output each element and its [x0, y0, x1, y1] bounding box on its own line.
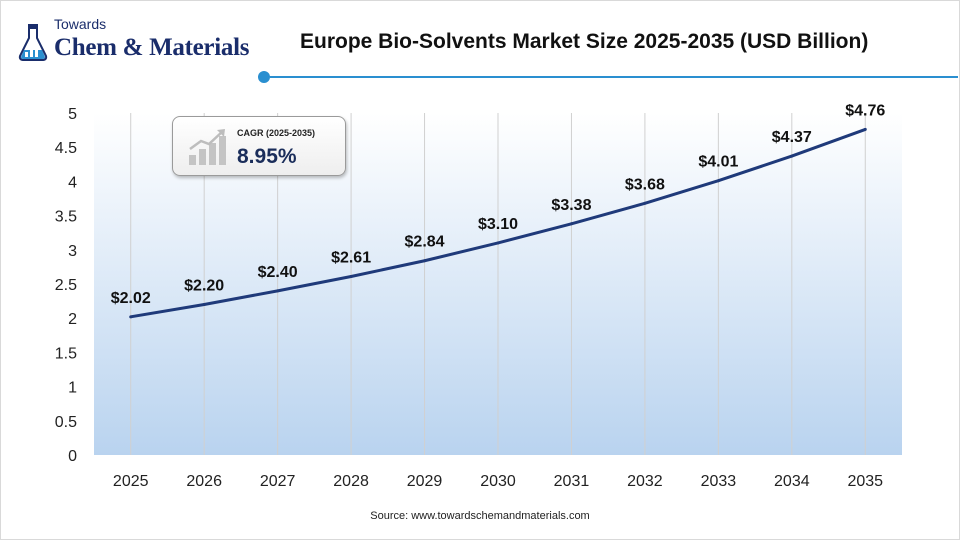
growth-bars-icon — [189, 129, 226, 165]
title-rule-dot — [258, 71, 270, 83]
y-tick-label: 5 — [68, 106, 77, 123]
x-tick-label: 2025 — [113, 473, 149, 490]
logo: Towards Chem & Materials — [16, 14, 256, 66]
data-label: $3.10 — [478, 216, 518, 233]
y-tick-label: 1.5 — [55, 345, 77, 362]
x-tick-label: 2034 — [774, 473, 810, 490]
cagr-label: CAGR (2025-2035) — [237, 128, 316, 138]
cagr-box: CAGR (2025-2035) 8.95% — [172, 116, 346, 176]
data-point — [716, 179, 720, 183]
cagr-value: 8.95% — [237, 145, 297, 168]
data-label: $3.68 — [625, 176, 665, 193]
data-label: $4.01 — [698, 154, 738, 171]
x-tick-label: 2030 — [480, 473, 516, 490]
data-label: $4.37 — [772, 129, 812, 146]
flask-icon — [18, 24, 48, 61]
x-tick-label: 2032 — [627, 473, 663, 490]
data-label: $4.76 — [845, 102, 885, 119]
x-tick-label: 2031 — [554, 473, 590, 490]
data-point — [423, 259, 427, 263]
data-point — [202, 303, 206, 307]
data-label: $2.84 — [405, 234, 445, 251]
data-point — [276, 289, 280, 293]
data-point — [569, 222, 573, 226]
data-point — [349, 274, 353, 278]
x-tick-label: 2033 — [701, 473, 737, 490]
y-tick-label: 4 — [68, 174, 77, 191]
y-tick-label: 3 — [68, 243, 77, 260]
x-tick-label: 2027 — [260, 473, 296, 490]
data-point — [496, 241, 500, 245]
y-tick-label: 4.5 — [55, 140, 77, 157]
x-tick-label: 2035 — [847, 473, 883, 490]
data-point — [643, 201, 647, 205]
data-label: $2.40 — [258, 264, 298, 281]
y-tick-label: 2 — [68, 311, 77, 328]
data-label: $3.38 — [551, 197, 591, 214]
y-tick-label: 1 — [68, 380, 77, 397]
x-tick-label: 2028 — [333, 473, 369, 490]
chart-title: Europe Bio-Solvents Market Size 2025-203… — [300, 30, 869, 53]
data-label: $2.02 — [111, 290, 151, 307]
data-label: $2.20 — [184, 278, 224, 295]
y-tick-label: 0 — [68, 448, 77, 465]
title-rule — [270, 76, 958, 78]
x-tick-label: 2029 — [407, 473, 443, 490]
data-point — [863, 127, 867, 131]
data-point — [790, 154, 794, 158]
source-note: Source: www.towardschemandmaterials.com — [370, 510, 590, 522]
y-tick-label: 3.5 — [55, 209, 77, 226]
data-point — [129, 315, 133, 319]
y-tick-label: 0.5 — [55, 414, 77, 431]
logo-main-text: Chem & Materials — [54, 34, 250, 61]
x-tick-label: 2026 — [186, 473, 222, 490]
logo-top-text: Towards — [54, 16, 107, 32]
y-tick-label: 2.5 — [55, 277, 77, 294]
data-label: $2.61 — [331, 249, 371, 266]
